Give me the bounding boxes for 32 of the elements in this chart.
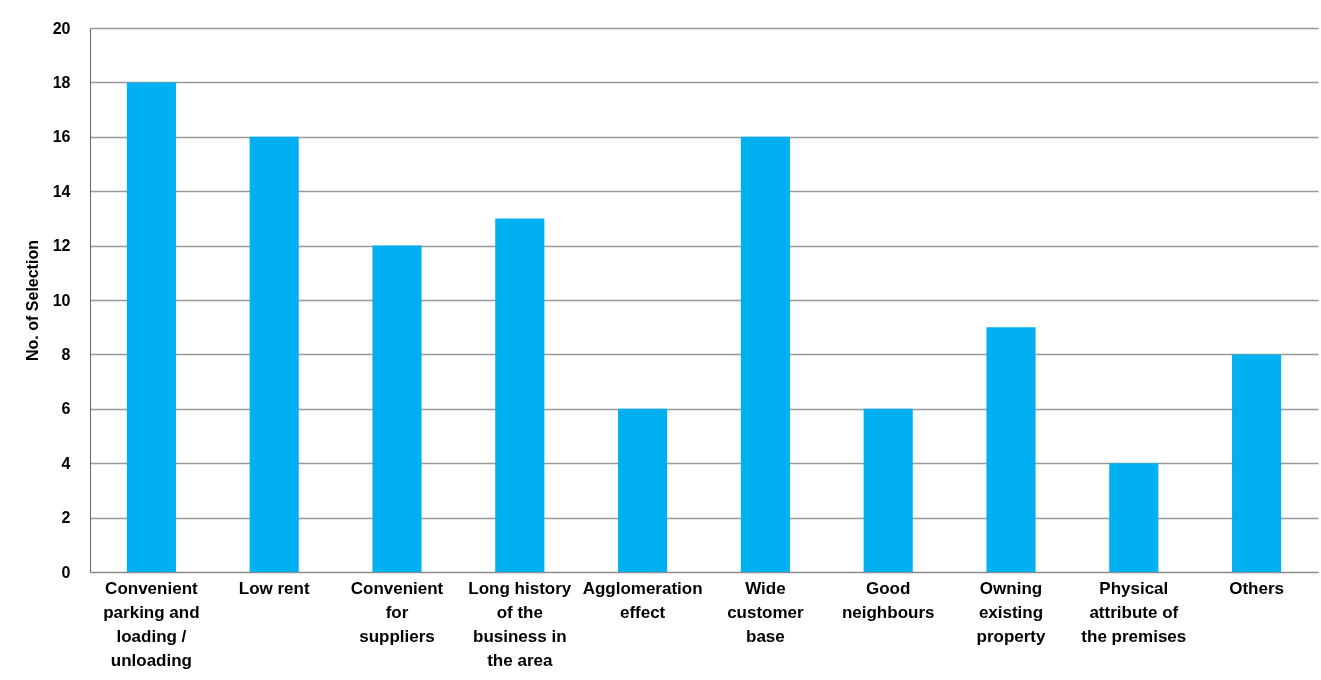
y-tick-label: 0 <box>61 563 71 581</box>
y-tick-label: 12 <box>52 237 71 255</box>
x-tick-label: Agglomeration effect <box>582 578 703 622</box>
x-tick-label: Good neighbours <box>841 578 935 622</box>
bar <box>249 136 299 572</box>
bar <box>495 218 545 572</box>
x-tick-label: Others <box>1229 578 1284 598</box>
x-tick-label: Wide customer base <box>727 578 805 646</box>
bar <box>1232 354 1282 572</box>
bar <box>372 245 422 572</box>
x-tick-label: Convenient parking and loading / unloading <box>103 578 200 670</box>
x-tick-label: Physical attribute of the premises <box>1081 578 1187 646</box>
y-tick-label: 16 <box>52 128 71 146</box>
x-tick-label: Convenient for suppliers <box>350 578 444 646</box>
x-tick-label: Long history of the business in the area <box>468 578 572 670</box>
y-tick-label: 10 <box>52 291 71 309</box>
bar <box>618 408 668 572</box>
y-tick-label: 8 <box>61 345 71 363</box>
y-tick-label: 2 <box>61 509 71 527</box>
bar <box>863 408 913 572</box>
x-tick-label: Low rent <box>238 578 310 598</box>
y-axis-title: No. of Selection <box>23 240 41 361</box>
y-tick-label: 18 <box>52 73 71 91</box>
bar <box>740 136 790 572</box>
bar <box>986 327 1036 572</box>
bar <box>1109 463 1159 572</box>
y-tick-label: 4 <box>61 454 71 472</box>
x-tick-label: Owning existing property <box>976 578 1047 646</box>
y-tick-label: 14 <box>52 182 71 200</box>
y-tick-label: 20 <box>52 19 71 37</box>
y-tick-label: 6 <box>61 400 71 418</box>
bar <box>126 82 176 572</box>
